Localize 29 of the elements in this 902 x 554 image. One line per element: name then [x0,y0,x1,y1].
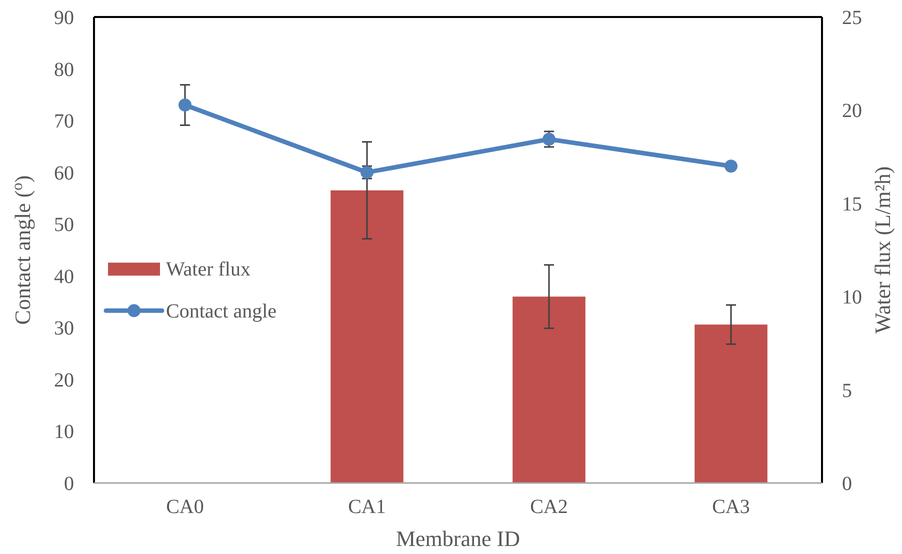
y2-tick-label: 20 [842,100,862,122]
y-tick-label: 0 [64,473,74,495]
y-tick-label: 10 [54,421,74,444]
point [724,160,738,173]
y2-axis-title: Water flux (L/m²h) [870,166,895,334]
y2-tick-label: 25 [842,7,862,29]
y2-tick-label: 5 [842,380,852,402]
y-tick-label: 30 [54,318,74,340]
y-tick-label: 60 [54,162,74,184]
x-tick-label: CA0 [166,496,204,518]
y2-tick-label: 10 [842,286,862,309]
x-tick-label: CA1 [348,496,386,518]
legend-label: Water flux [166,258,250,281]
bar [694,324,768,483]
y-tick-label: 40 [54,266,74,288]
y-tick-label: 70 [54,110,74,133]
x-tick-label: CA2 [530,496,568,518]
y-tick-label: 50 [54,214,74,236]
y-tick-label: 80 [54,58,74,81]
x-axis-title: Membrane ID [396,526,520,551]
bar [512,296,586,483]
y2-tick-label: 0 [842,473,852,495]
y-tick-label: 90 [54,7,74,29]
x-tick-label: CA3 [712,496,750,518]
y2-tick-label: 15 [842,193,862,216]
y-tick-label: 20 [54,369,74,392]
legend-label: Contact angle [166,300,277,323]
bar [330,190,404,483]
point [178,98,192,112]
